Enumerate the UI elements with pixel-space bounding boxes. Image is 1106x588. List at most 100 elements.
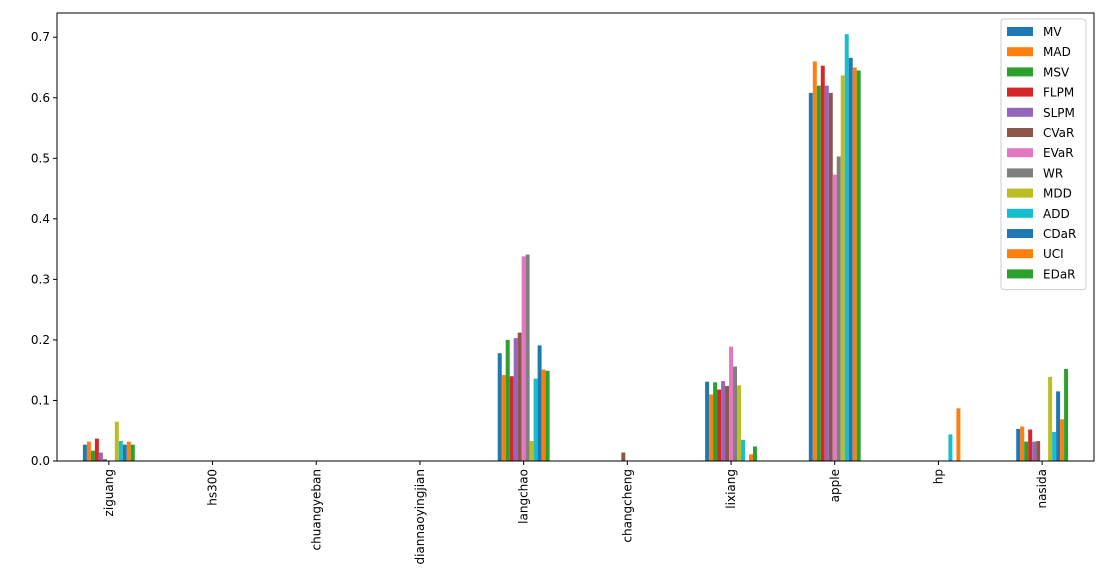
bars-layer: [82, 34, 1069, 462]
bar-msv-langchao: [505, 339, 510, 461]
legend: MV MAD MSV FLPM SLPM CVaR EVaR WR MDD ADD CDaR UCI E…: [1000, 18, 1087, 291]
bar-uci-ziguang: [126, 441, 131, 461]
bar-evar-langchao: [521, 256, 526, 461]
bar-cvar-apple: [828, 92, 833, 461]
y-tick-label: 0.0: [31, 454, 50, 468]
bar-wr-langchao: [525, 254, 530, 461]
bar-mdd-apple: [840, 75, 845, 462]
bar-mv-nasida: [1016, 428, 1021, 461]
bar-uci-langchao: [541, 369, 546, 461]
bar-edar-lixiang: [752, 446, 757, 461]
bar-slpm-lixiang: [721, 381, 726, 461]
bar-mdd-nasida: [1048, 376, 1053, 461]
legend-swatch-uci: [1007, 249, 1033, 259]
legend-label-wr: WR: [1043, 166, 1063, 180]
bar-cdar-langchao: [537, 345, 542, 461]
bar-cdar-ziguang: [122, 444, 127, 461]
bar-wr-lixiang: [733, 366, 738, 461]
y-tick-label: 0.4: [31, 212, 50, 226]
bar-wr-apple: [836, 156, 841, 462]
y-tick-label: 0.1: [31, 393, 50, 407]
bar-add-langchao: [533, 378, 538, 461]
x-tick-label-langchao: langchao: [517, 469, 531, 524]
bar-msv-ziguang: [90, 450, 95, 461]
legend-swatch-slpm: [1007, 107, 1033, 117]
bar-mdd-langchao: [529, 441, 534, 461]
bar-mv-ziguang: [82, 444, 87, 461]
legend-swatch-mad: [1007, 47, 1033, 57]
bar-slpm-nasida: [1032, 441, 1037, 461]
bar-slpm-langchao: [513, 338, 518, 461]
bar-mdd-lixiang: [737, 385, 742, 461]
bar-msv-lixiang: [713, 382, 718, 461]
legend-label-mdd: MDD: [1043, 187, 1072, 201]
bar-mv-lixiang: [705, 381, 710, 461]
x-tick-label-nasida: nasida: [1035, 469, 1049, 509]
legend-swatch-msv: [1007, 67, 1033, 77]
legend-swatch-evar: [1007, 148, 1033, 158]
bar-edar-apple: [856, 70, 861, 461]
bar-evar-lixiang: [729, 346, 734, 461]
bar-flpm-lixiang: [717, 389, 722, 461]
legend-swatch-edar: [1007, 269, 1033, 279]
x-axis: ziguang hs300 chuangyeban diannaoyingjian la…: [102, 461, 1049, 565]
bar-edar-nasida: [1064, 368, 1069, 461]
legend-swatch-cvar: [1007, 128, 1033, 137]
bar-uci-apple: [852, 67, 857, 462]
legend-swatch-add: [1007, 208, 1033, 218]
bar-mv-langchao: [497, 353, 502, 461]
legend-label-cdar: CDaR: [1043, 227, 1076, 241]
legend-label-edar: EDaR: [1043, 267, 1076, 281]
y-tick-label: 0.3: [31, 272, 50, 286]
legend-swatch-wr: [1007, 168, 1033, 178]
y-tick-label: 0.2: [31, 333, 50, 347]
x-tick-label-apple: apple: [828, 469, 842, 502]
y-axis: 0.0 0.1 0.2 0.3 0.4 0.5 0.6 0.7: [31, 30, 57, 468]
legend-label-cvar: CVaR: [1043, 126, 1074, 140]
bar-flpm-apple: [820, 65, 825, 462]
x-tick-label-hs300: hs300: [206, 469, 220, 506]
bar-add-ziguang: [118, 441, 123, 461]
bar-edar-ziguang: [130, 444, 135, 461]
bar-add-lixiang: [741, 439, 746, 461]
bar-add-nasida: [1052, 431, 1057, 461]
legend-label-add: ADD: [1043, 207, 1070, 221]
bar-cdar-nasida: [1056, 391, 1061, 461]
bar-uci-hp: [956, 408, 961, 461]
bar-flpm-langchao: [509, 376, 514, 461]
bar-cvar-changcheng: [621, 452, 626, 461]
legend-label-evar: EVaR: [1043, 146, 1074, 160]
y-tick-label: 0.5: [31, 151, 50, 165]
bar-flpm-nasida: [1028, 429, 1033, 461]
legend-swatch-flpm: [1007, 87, 1033, 97]
bar-add-apple: [844, 34, 849, 461]
x-tick-label-chuangyeban: chuangyeban: [309, 469, 323, 550]
legend-label-flpm: FLPM: [1043, 86, 1074, 100]
bar-mad-apple: [812, 61, 817, 462]
bar-uci-lixiang: [749, 454, 753, 461]
bar-cdar-apple: [848, 57, 853, 462]
bar-msv-nasida: [1024, 441, 1029, 461]
bar-slpm-ziguang: [98, 452, 103, 461]
x-tick-label-changcheng: changcheng: [620, 469, 634, 543]
bar-uci-nasida: [1060, 419, 1065, 461]
plot-frame: [56, 12, 1095, 462]
legend-label-uci: UCI: [1043, 247, 1064, 261]
legend-label-msv: MSV: [1043, 65, 1070, 79]
bar-cvar-ziguang: [102, 459, 107, 461]
bar-cvar-lixiang: [725, 385, 730, 461]
bar-mad-nasida: [1020, 426, 1025, 461]
x-tick-label-diannaoyingjian: diannaoyingjian: [413, 469, 427, 565]
bar-cvar-nasida: [1036, 441, 1041, 461]
bar-add-hp: [948, 434, 953, 461]
bar-mad-langchao: [501, 375, 506, 461]
bar-msv-apple: [816, 85, 821, 462]
bar-mad-ziguang: [86, 441, 91, 461]
x-tick-label-ziguang: ziguang: [102, 469, 116, 516]
bar-mad-lixiang: [709, 394, 714, 461]
bar-mv-apple: [808, 92, 813, 461]
legend-label-mv: MV: [1043, 25, 1062, 39]
bar-evar-apple: [832, 174, 837, 461]
x-tick-label-hp: hp: [931, 469, 945, 484]
